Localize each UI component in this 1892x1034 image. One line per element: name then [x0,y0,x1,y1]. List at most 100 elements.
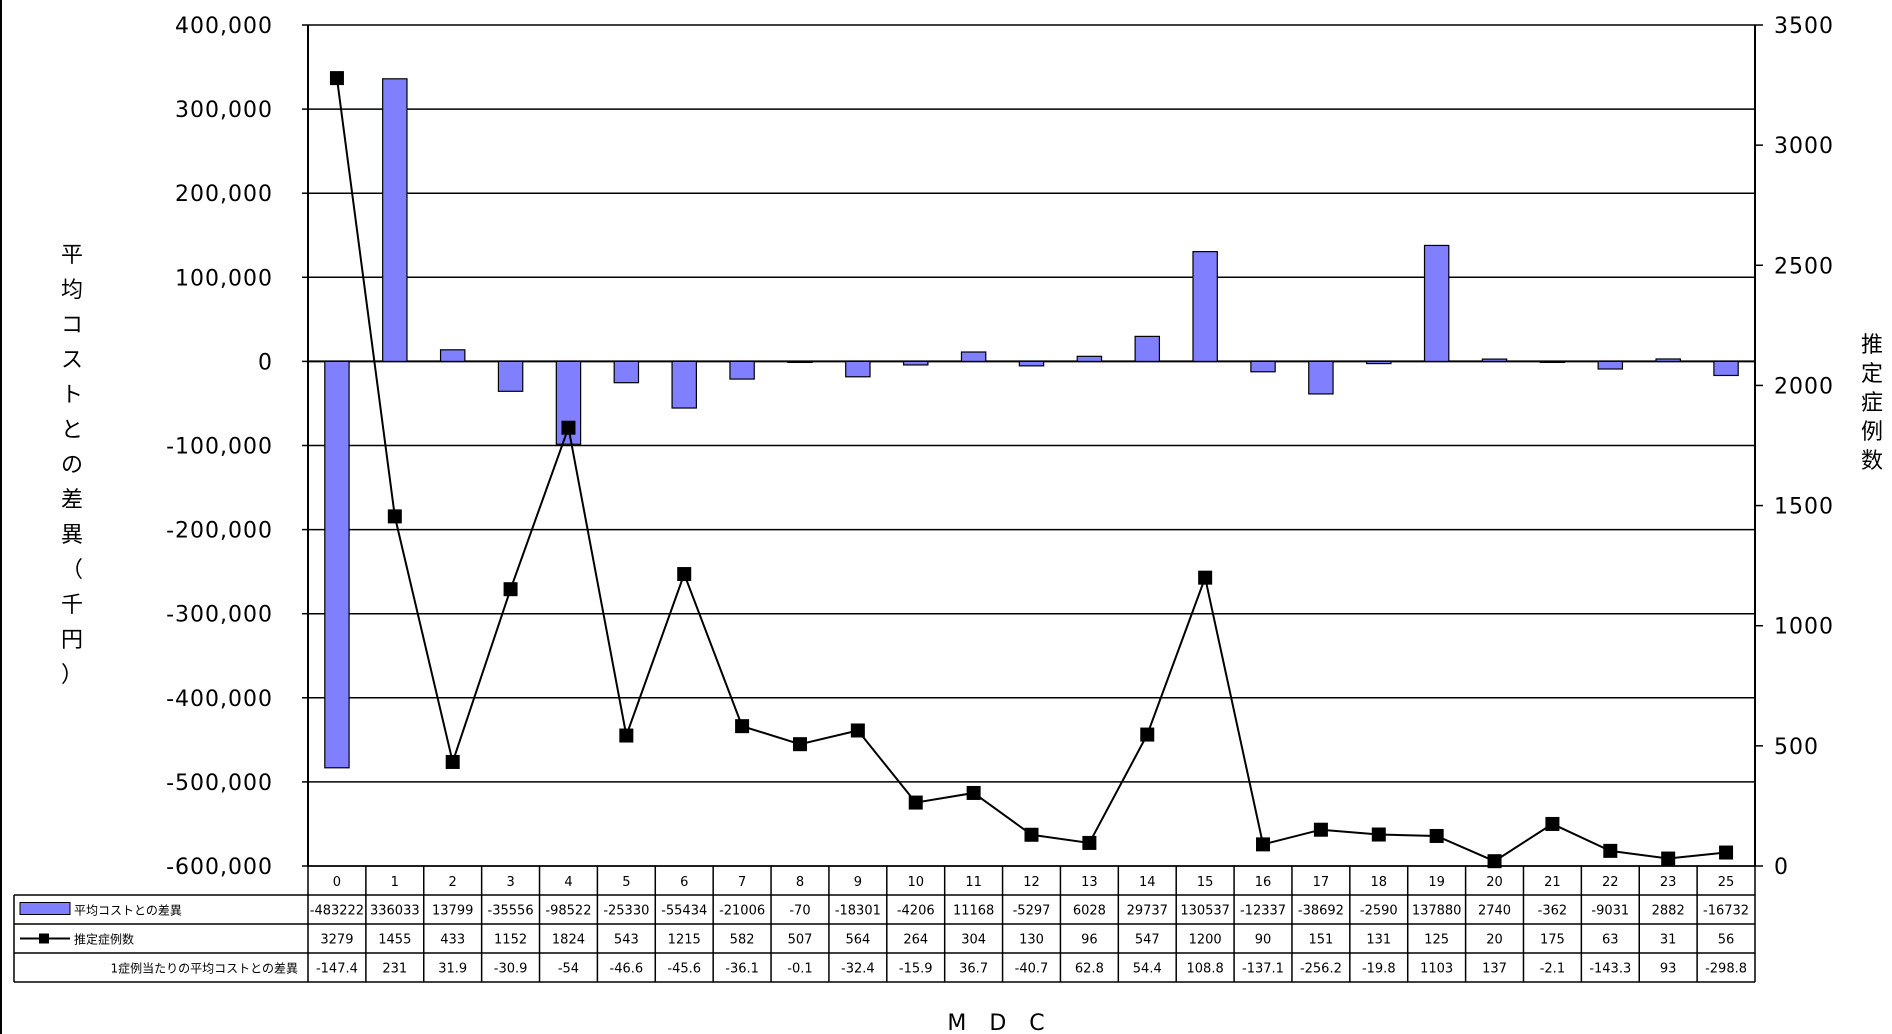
table-cell: 2740 [1478,904,1511,919]
case-count-marker-16 [1256,837,1271,852]
table-cell: -45.6 [667,962,701,977]
bar-13 [1076,355,1103,362]
bar-15 [1192,251,1218,362]
table-cell: -98522 [545,904,591,919]
table-cell: 543 [614,933,639,948]
bar-19 [1423,244,1450,362]
bar-25 [1713,360,1739,377]
table-cell: 433 [440,933,465,948]
left-tick-label: 300,000 [175,98,273,123]
table-cell: -18301 [835,904,881,919]
table-cell: -16732 [1703,904,1749,919]
right-tick-label: 2000 [1774,374,1834,399]
table-cell: -298.8 [1705,962,1747,977]
table-cell: -137.1 [1242,962,1284,977]
bar-10 [902,360,929,366]
left-tick-label: -500,000 [166,771,273,796]
bar-16 [1250,360,1276,373]
table-cell: 564 [845,933,870,948]
table-cell: -256.2 [1300,962,1342,977]
category-label: 15 [1197,875,1214,890]
right-tick-label: 3500 [1774,14,1834,39]
bar-21 [1539,360,1566,363]
case-count-marker-18 [1371,827,1386,842]
category-label: 9 [854,875,862,890]
bar-17 [1308,360,1334,395]
category-label: 19 [1428,875,1445,890]
table-cell: 3279 [320,933,353,948]
table-cell: 231 [382,962,407,977]
category-label: 17 [1313,875,1330,890]
category-label: 21 [1544,875,1561,890]
right-tick-label: 1500 [1774,495,1834,520]
table-cell: -9031 [1591,904,1629,919]
table-cell: 36.7 [959,962,988,977]
bar-9 [845,360,871,378]
legend-line-label: 推定症例数 [74,932,134,947]
table-cell: -362 [1538,904,1568,919]
table-cell: -55434 [661,904,707,919]
data-table: 0 1 2 3 4 5 6 7 8 9 10 11 12 13 14 15 16 17 18 19 20 21 22 23 25… [13,865,1756,983]
x-axis-title: M D C [947,1011,1052,1034]
table-cell: -38692 [1298,904,1344,919]
category-label: 3 [506,875,514,890]
category-label: 20 [1486,875,1503,890]
table-cell: 1215 [668,933,701,948]
table-cell: 547 [1135,933,1160,948]
case-count-marker-25 [1719,845,1734,860]
bar-5 [613,360,640,384]
extra-row-label: 1症例当たりの平均コストとの差異 [110,961,298,976]
table-cell: -70 [789,904,810,919]
table-cell: 1824 [552,933,585,948]
table-cell: -12337 [1240,904,1286,919]
table-cell: -32.4 [841,962,875,977]
table-cell: 31.9 [438,962,467,977]
right-tick-label: 1000 [1774,615,1834,640]
case-count-marker-7 [735,719,750,734]
left-tick-label: -200,000 [166,519,273,544]
case-count-marker-13 [1082,835,1097,850]
gridlines [308,24,1755,867]
category-label: 18 [1371,875,1388,890]
line-series [329,71,1734,869]
table-cell: 93 [1660,962,1677,977]
left-tick-label: 0 [258,350,273,375]
table-cell: 1200 [1189,933,1222,948]
left-axis-title: 平均コストとの差異（千円） [61,243,83,688]
table-cell: 54.4 [1133,962,1162,977]
bar-3 [497,360,524,392]
table-cell: 151 [1308,933,1333,948]
left-tick-label: -600,000 [166,855,273,880]
right-tick-label: 3000 [1774,134,1834,159]
table-cell: 130537 [1180,904,1230,919]
case-count-marker-5 [619,728,634,743]
table-cell: -46.6 [610,962,644,977]
case-count-marker-12 [1024,827,1039,842]
case-count-marker-22 [1603,843,1618,858]
table-cell: -40.7 [1015,962,1049,977]
category-label: 8 [796,875,804,890]
table-cell: 137880 [1412,904,1462,919]
table-cell: 1103 [1420,962,1453,977]
table-cell: 264 [903,933,928,948]
table-cell: 11168 [953,904,994,919]
case-count-marker-2 [445,754,460,769]
category-label: 14 [1139,875,1156,890]
category-label: 13 [1081,875,1098,890]
case-count-marker-9 [850,723,865,738]
table-cell: -19.8 [1362,962,1396,977]
category-label: 1 [391,875,399,890]
table-cell: -54 [558,962,579,977]
case-count-marker-23 [1661,851,1676,866]
left-tick-label: 400,000 [175,14,273,39]
table-cell: 63 [1602,933,1619,948]
table-cell: -36.1 [725,962,759,977]
bar-12 [1018,360,1045,367]
table-cell: 56 [1718,933,1735,948]
case-count-marker-10 [908,795,923,810]
case-count-marker-17 [1313,822,1328,837]
case-count-marker-15 [1198,570,1213,585]
left-tick-label: -100,000 [166,435,273,460]
table-cell: -21006 [719,904,765,919]
